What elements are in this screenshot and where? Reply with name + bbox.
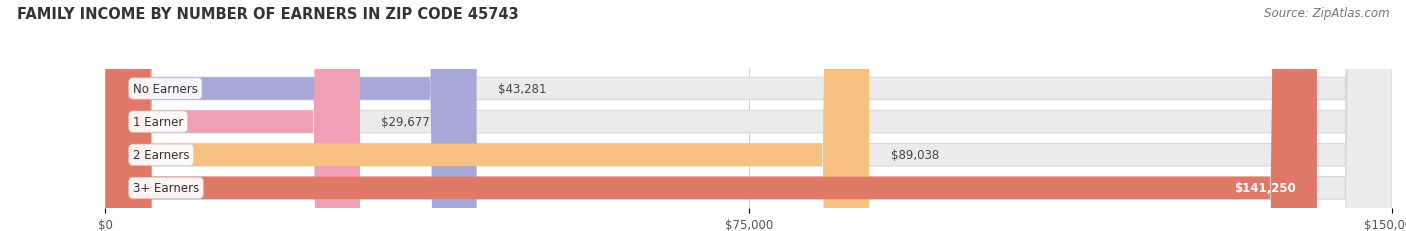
FancyBboxPatch shape bbox=[105, 0, 1317, 231]
Text: FAMILY INCOME BY NUMBER OF EARNERS IN ZIP CODE 45743: FAMILY INCOME BY NUMBER OF EARNERS IN ZI… bbox=[17, 7, 519, 22]
Text: 1 Earner: 1 Earner bbox=[134, 116, 183, 129]
FancyBboxPatch shape bbox=[105, 0, 1392, 231]
FancyBboxPatch shape bbox=[105, 0, 360, 231]
Text: $141,250: $141,250 bbox=[1233, 182, 1295, 195]
FancyBboxPatch shape bbox=[105, 0, 1392, 231]
Text: No Earners: No Earners bbox=[134, 83, 198, 96]
Text: $89,038: $89,038 bbox=[890, 149, 939, 161]
FancyBboxPatch shape bbox=[105, 0, 1392, 231]
Text: 3+ Earners: 3+ Earners bbox=[134, 182, 200, 195]
Text: $43,281: $43,281 bbox=[498, 83, 547, 96]
FancyBboxPatch shape bbox=[105, 0, 1392, 231]
Text: Source: ZipAtlas.com: Source: ZipAtlas.com bbox=[1264, 7, 1389, 20]
Text: $29,677: $29,677 bbox=[381, 116, 430, 129]
Text: 2 Earners: 2 Earners bbox=[134, 149, 190, 161]
FancyBboxPatch shape bbox=[105, 0, 869, 231]
FancyBboxPatch shape bbox=[105, 0, 477, 231]
